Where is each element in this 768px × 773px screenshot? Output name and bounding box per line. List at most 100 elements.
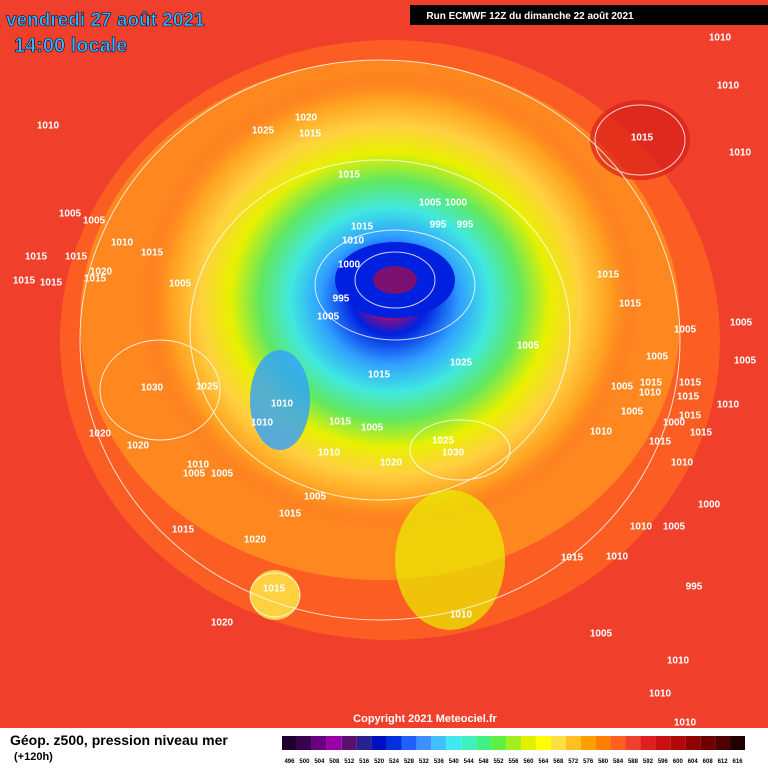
isobar-label: 1020 [127,441,150,452]
isobar-label: 1005 [361,423,384,434]
scale-label: 608 [703,759,714,765]
isobar-label: 1025 [252,126,275,137]
run-box [410,5,768,25]
scale-label: 548 [479,759,490,765]
color-swatch [296,736,312,750]
isobar-label: 1015 [40,278,63,289]
isobar-label: 1010 [318,448,341,459]
color-swatch [610,736,626,750]
isobar-label: 1005 [83,216,106,227]
isobar-label: 1010 [37,121,60,132]
isobar-label: 1015 [279,509,302,520]
isobar-label: 1015 [263,584,286,595]
color-swatch [401,736,417,750]
scale-label: 580 [598,759,609,765]
zone [373,266,417,294]
isobar-label: 1025 [196,382,219,393]
isobar-label: 1015 [677,392,700,403]
isobar-label: 1010 [649,689,672,700]
scale-label: 496 [284,759,295,765]
isobar-label: 995 [686,582,703,593]
color-swatch [685,736,701,750]
isobar-label: 1005 [211,469,234,480]
isobar-label: 1010 [671,458,694,469]
scale-label: 560 [523,759,534,765]
isobar-label: 1015 [13,276,36,287]
color-swatch [520,736,536,750]
isobar-label: 1015 [649,437,672,448]
scale-label: 556 [508,759,519,765]
color-swatch [550,736,566,750]
color-swatch [341,736,357,750]
scale-label: 504 [314,759,325,765]
isobar-label: 1005 [663,522,686,533]
scale-label: 512 [344,759,355,765]
isobar-label: 1015 [351,222,374,233]
isobar-label: 1015 [65,252,88,263]
scale-label: 596 [658,759,669,765]
zone [250,570,300,620]
color-swatch [700,736,716,750]
isobar-label: 1005 [419,198,442,209]
isobar-label: 1010 [187,460,210,471]
zone [250,350,310,450]
color-swatch [655,736,671,750]
isobar-label: 1020 [244,535,267,546]
color-swatch [535,736,551,750]
isobar-label: 1020 [295,113,318,124]
isobar-label: 995 [457,220,474,231]
isobar-label: 1010 [342,236,365,247]
run-label: Run ECMWF 12Z du dimanche 22 août 2021 [426,11,634,22]
isobar-label: 1000 [338,260,361,271]
scale-label: 604 [688,759,699,765]
isobar-label: 1010 [639,388,662,399]
scale-label: 508 [329,759,340,765]
color-swatch [326,736,342,750]
isobar-label: 1015 [299,129,322,140]
isobar-label: 995 [430,220,447,231]
isobar-label: 1015 [597,270,620,281]
isobar-label: 1010 [271,399,294,410]
isobar-label: 1010 [251,418,274,429]
isobar-label: 1015 [141,248,164,259]
isobar-label: 1005 [621,407,644,418]
isobar-label: 1005 [646,352,669,363]
scale-label: 568 [553,759,564,765]
color-swatch [640,736,656,750]
isobars [79,59,686,621]
isobar-label: 1020 [211,618,234,629]
isobar-label: 1010 [606,552,629,563]
isobar-label: 1015 [329,417,352,428]
isobar-label: 1025 [450,358,473,369]
scale-label: 564 [538,759,549,765]
isobar-label: 1030 [442,448,465,459]
scale-label: 592 [643,759,654,765]
scale-label: 524 [389,759,400,765]
isobar-label: 1010 [667,656,690,667]
color-swatch [595,736,611,750]
isobar-label: 1010 [729,148,752,159]
isobar-label: 1005 [169,279,192,290]
scale-label: 576 [583,759,594,765]
isobar-label: 1015 [561,553,584,564]
isobar-label: 1010 [717,400,740,411]
color-swatch [625,736,641,750]
scale-label: 536 [434,759,445,765]
scale-label: 572 [568,759,579,765]
color-swatch [476,736,492,750]
color-swatch [371,736,387,750]
subtitle: 14:00 locale [14,35,127,57]
isobar-label: 1015 [172,525,195,536]
scale-label: 516 [359,759,370,765]
scale-label: 552 [494,759,505,765]
isobar-label: 1005 [730,318,753,329]
color-swatch [431,736,447,750]
scale-label: 500 [299,759,310,765]
scale-label: 528 [404,759,415,765]
scale-label: 544 [464,759,475,765]
isobar-label: 1015 [84,274,107,285]
zone [395,490,505,630]
scale-label: 520 [374,759,385,765]
isobar-label: 1010 [717,81,740,92]
